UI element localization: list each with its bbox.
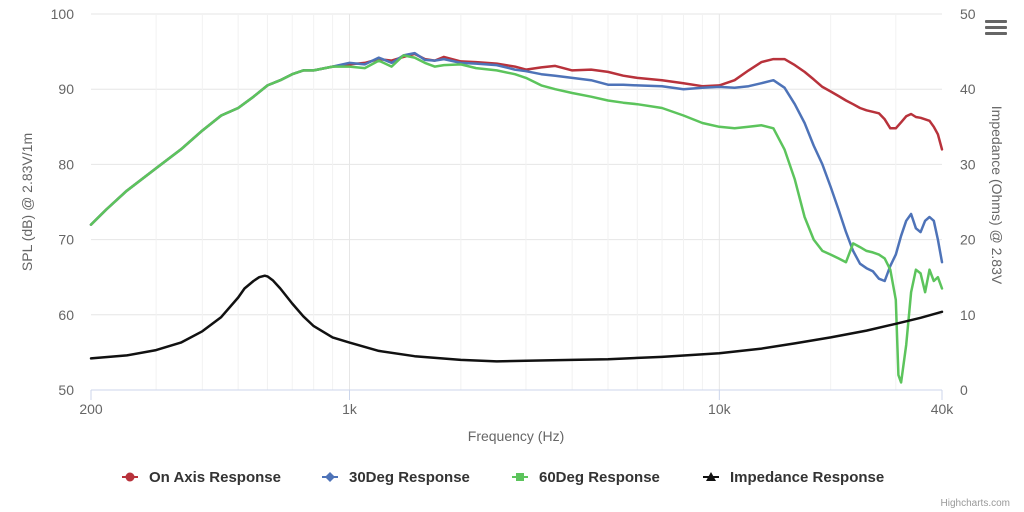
y2-tick-label: 30 [960,156,976,172]
legend-label: On Axis Response [149,469,281,486]
y-tick-label: 80 [58,156,74,172]
legend-item[interactable]: 60Deg Response [512,469,660,486]
y-tick-label: 70 [58,232,74,248]
y-axis-title: SPL (dB) @ 2.83V/1m [19,133,35,271]
y-tick-label: 50 [58,382,74,398]
legend: On Axis Response 30Deg Response 60Deg Resp… [122,469,884,486]
hamburger-menu-icon[interactable] [981,14,1011,40]
x-axis-title: Frequency (Hz) [468,428,564,444]
y2-tick-labels: 0 10 20 30 40 50 [960,6,976,398]
y2-tick-label: 0 [960,382,968,398]
x-tick-label: 40k [931,401,955,417]
y2-tick-label: 20 [960,232,976,248]
y-tick-label: 100 [51,6,75,22]
series-line [89,51,944,283]
series-line [89,52,944,226]
x-tick-label: 1k [342,401,358,417]
legend-item[interactable]: Impedance Response [703,469,884,486]
square-marker-icon [516,473,524,481]
legend-label: 60Deg Response [539,469,660,486]
x-tick-label: 10k [708,401,732,417]
y-tick-labels: 50 60 70 80 90 100 [51,6,75,398]
y2-tick-label: 40 [960,81,976,97]
legend-item[interactable]: On Axis Response [122,469,281,486]
credits-link[interactable]: Highcharts.com [941,498,1010,509]
y2-axis-title: Impedance (Ohms) @ 2.83V [989,106,1005,285]
circle-marker-icon [125,472,135,482]
legend-item[interactable]: 30Deg Response [322,469,470,486]
y-tick-label: 60 [58,307,74,323]
y2-tick-label: 50 [960,6,976,22]
axes [90,389,943,400]
legend-label: Impedance Response [730,469,884,486]
series-line [89,54,944,384]
legend-label: 30Deg Response [349,469,470,486]
triangle-marker-icon [706,472,716,481]
y2-tick-label: 10 [960,307,976,323]
series-layer [89,51,944,384]
x-tick-label: 200 [79,401,103,417]
x-tick-labels: 200 1k 10k 40k [79,401,954,417]
y-tick-label: 90 [58,81,74,97]
diamond-marker-icon [325,472,335,482]
series-line [89,274,944,363]
